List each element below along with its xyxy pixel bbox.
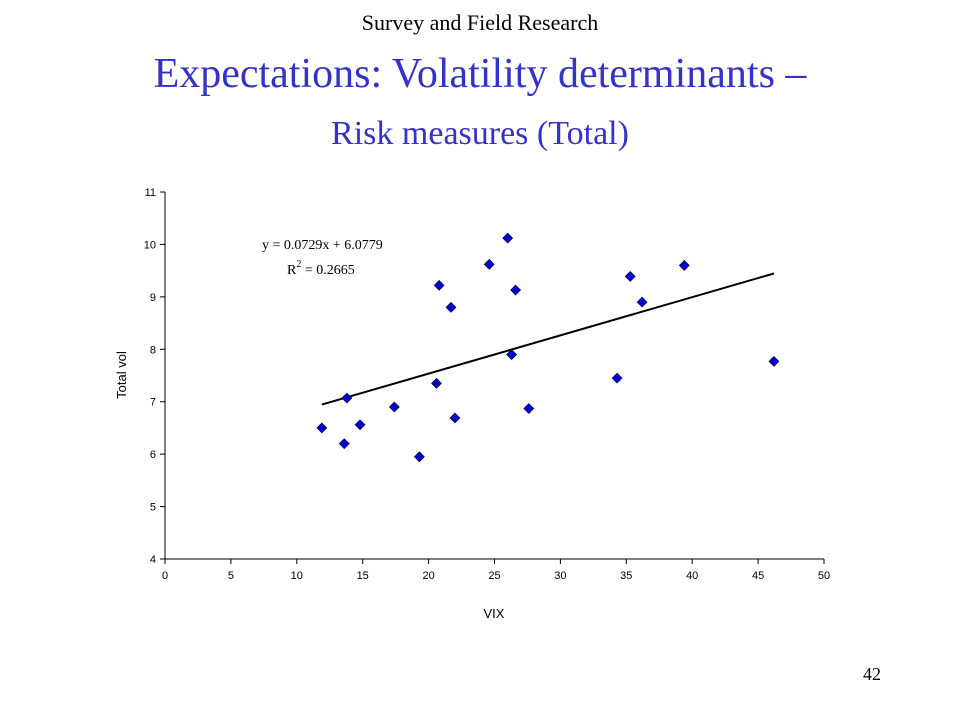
x-tick-label: 10 — [291, 570, 303, 582]
y-tick-label: 5 — [150, 502, 156, 514]
r-squared-value: = 0.2665 — [301, 263, 354, 278]
x-tick-label: 20 — [422, 570, 434, 582]
trendline-equation: y = 0.0729x + 6.0779 — [262, 238, 383, 253]
r-squared-label: R2 = 0.2665 — [287, 259, 355, 278]
data-point — [341, 392, 353, 404]
x-tick-label: 25 — [488, 570, 500, 582]
x-tick-label: 50 — [818, 570, 830, 582]
data-point — [636, 296, 648, 308]
data-point — [506, 349, 518, 360]
slide-header: Survey and Field Research — [361, 10, 599, 35]
x-tick-label: 30 — [554, 570, 566, 582]
x-tick-label: 5 — [228, 570, 234, 582]
y-tick-label: 4 — [150, 554, 156, 566]
data-point — [316, 422, 328, 434]
data-point — [678, 259, 690, 271]
page-number: 42 — [863, 664, 881, 684]
r-squared-symbol: R — [287, 263, 297, 278]
data-point — [388, 401, 400, 413]
data-point — [483, 258, 495, 270]
data-point — [611, 372, 623, 384]
data-point — [768, 355, 780, 367]
y-tick-label: 7 — [150, 397, 156, 409]
y-axis-ticks: 4 5 6 7 8 9 10 11 — [144, 187, 165, 566]
data-point — [449, 412, 461, 424]
y-tick-label: 9 — [150, 292, 156, 304]
data-point — [502, 232, 514, 244]
data-point — [354, 419, 366, 431]
data-point — [338, 438, 350, 450]
data-points — [316, 232, 780, 463]
data-point — [433, 279, 445, 291]
data-point — [413, 451, 425, 463]
y-tick-label: 6 — [150, 449, 156, 461]
data-point — [445, 301, 457, 313]
y-tick-label: 10 — [144, 239, 156, 251]
slide-title: Expectations: Volatility determinants – — [153, 51, 807, 97]
x-tick-label: 0 — [162, 570, 168, 582]
x-tick-label: 45 — [752, 570, 764, 582]
x-axis-ticks: 0 5 10 15 20 25 30 35 40 45 50 — [162, 559, 830, 582]
x-tick-label: 40 — [686, 570, 698, 582]
y-tick-label: 11 — [145, 187, 156, 199]
x-tick-label: 35 — [620, 570, 632, 582]
data-point — [523, 403, 535, 414]
data-point — [431, 377, 442, 389]
data-point — [624, 270, 636, 282]
trendline — [321, 272, 775, 406]
slide-subtitle: Risk measures (Total) — [331, 115, 629, 152]
x-tick-label: 15 — [357, 570, 369, 582]
r-squared-exponent: 2 — [296, 259, 301, 270]
data-point — [510, 284, 522, 296]
x-axis-label: VIX — [484, 606, 505, 621]
y-tick-label: 8 — [150, 344, 156, 356]
y-axis-label: Total vol — [114, 351, 129, 399]
